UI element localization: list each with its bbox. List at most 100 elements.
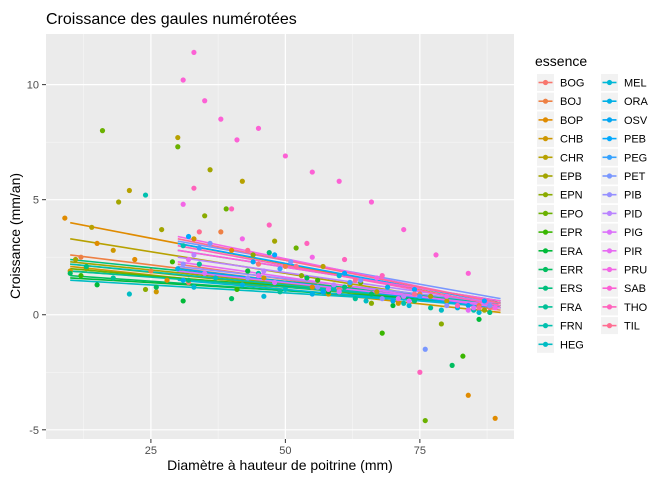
data-point-ers bbox=[266, 250, 272, 256]
data-point-til bbox=[196, 229, 202, 235]
data-point-epr bbox=[315, 277, 321, 283]
data-point-osv bbox=[320, 289, 326, 295]
data-point-til bbox=[352, 277, 358, 283]
data-point-tho bbox=[228, 206, 235, 212]
data-point-peb bbox=[272, 252, 278, 258]
legend-title: essence bbox=[535, 53, 587, 69]
data-point-epb bbox=[116, 199, 122, 205]
data-point-pru bbox=[444, 293, 450, 299]
data-point-chr bbox=[239, 178, 245, 184]
data-point-era bbox=[245, 268, 251, 274]
data-point-epo bbox=[175, 144, 181, 150]
legend-key-point bbox=[606, 79, 613, 86]
data-point-mel bbox=[476, 309, 482, 316]
data-point-bop bbox=[94, 240, 100, 247]
data-point-sab bbox=[368, 199, 375, 205]
data-point-pru bbox=[239, 236, 245, 242]
legend-key-point bbox=[606, 285, 613, 291]
data-point-epo bbox=[223, 206, 229, 212]
data-point-chb bbox=[110, 247, 116, 253]
data-point-chr bbox=[320, 263, 326, 270]
data-point-ers bbox=[487, 309, 493, 316]
data-point-pib bbox=[245, 275, 251, 281]
data-point-sab bbox=[336, 178, 342, 184]
data-point-era bbox=[94, 282, 100, 288]
data-point-pir bbox=[395, 296, 401, 302]
y-axis-label: Croissance (mm/an) bbox=[7, 173, 23, 299]
legend-key-point bbox=[542, 229, 549, 235]
data-point-peg bbox=[277, 266, 283, 272]
data-point-epr bbox=[234, 286, 240, 293]
data-point-chr bbox=[89, 224, 95, 230]
data-point-osv bbox=[465, 302, 471, 309]
legend-label-peb: PEB bbox=[624, 134, 646, 146]
data-point-epb bbox=[207, 167, 213, 173]
data-point-pib bbox=[444, 302, 450, 309]
data-point-err bbox=[153, 284, 159, 290]
y-tick-label: -5 bbox=[29, 425, 39, 437]
data-point-sab bbox=[234, 137, 240, 143]
data-point-tho bbox=[304, 240, 310, 247]
legend-key-point bbox=[542, 323, 549, 329]
data-point-chb bbox=[395, 300, 401, 306]
legend-key-point bbox=[606, 210, 613, 216]
data-point-til bbox=[245, 247, 251, 253]
legend-label-err: ERR bbox=[560, 265, 583, 277]
data-point-bop bbox=[228, 247, 235, 253]
data-point-peb bbox=[411, 286, 418, 293]
data-point-ers bbox=[411, 298, 418, 304]
legend-label-sab: SAB bbox=[624, 283, 646, 295]
legend-key-point bbox=[606, 323, 613, 329]
axis-layer: 25 50 75 -5 0 5 10 bbox=[27, 80, 426, 457]
x-axis-label: Diamètre à hauteur de poitrine (mm) bbox=[167, 457, 393, 473]
data-point-sab bbox=[282, 153, 288, 159]
legend-key-point bbox=[606, 173, 613, 179]
legend-label-epr: EPR bbox=[560, 227, 583, 239]
data-point-fra bbox=[277, 289, 283, 295]
data-point-epb bbox=[272, 238, 278, 244]
data-point-sab bbox=[433, 252, 439, 258]
data-point-bop bbox=[465, 392, 471, 398]
data-point-pig bbox=[471, 305, 477, 311]
legend-key-point bbox=[542, 341, 549, 347]
data-point-epn bbox=[438, 321, 444, 327]
legend-label-bop: BOP bbox=[560, 115, 583, 127]
data-point-fra bbox=[428, 305, 434, 311]
data-point-era bbox=[390, 302, 396, 309]
legend-label-era: ERA bbox=[560, 246, 583, 258]
y-tick-label: 10 bbox=[27, 80, 39, 92]
data-point-bop bbox=[62, 215, 68, 221]
data-point-ers bbox=[185, 277, 192, 283]
data-point-ers bbox=[83, 263, 89, 270]
data-point-chb bbox=[261, 275, 267, 281]
legend-key-point bbox=[542, 117, 549, 123]
data-point-epn bbox=[202, 213, 208, 219]
data-point-era bbox=[180, 298, 186, 304]
data-point-bop bbox=[164, 277, 170, 283]
data-point-pru bbox=[309, 254, 315, 260]
data-point-epo bbox=[99, 128, 106, 134]
data-point-epr bbox=[460, 353, 466, 359]
legend-key-point bbox=[542, 210, 549, 216]
legend-key-point bbox=[606, 248, 613, 254]
data-point-pib bbox=[180, 261, 186, 267]
data-point-pib bbox=[379, 296, 385, 302]
chart-title: Croissance des gaules numérotées bbox=[46, 11, 297, 28]
data-point-pig bbox=[336, 289, 342, 295]
data-point-til bbox=[476, 305, 482, 311]
legend-label-bog: BOG bbox=[560, 78, 584, 90]
data-point-sab bbox=[191, 49, 197, 56]
legend-label-tho: THO bbox=[624, 302, 648, 314]
data-point-pet bbox=[207, 240, 213, 247]
legend-key-point bbox=[542, 98, 549, 104]
legend-label-osv: OSV bbox=[624, 115, 648, 127]
point-layer bbox=[62, 49, 498, 424]
legend-label-pid: PID bbox=[624, 208, 642, 220]
plot-panel bbox=[46, 34, 514, 439]
data-point-err bbox=[368, 291, 375, 297]
data-point-osv bbox=[180, 277, 186, 283]
data-point-sab bbox=[309, 169, 315, 175]
data-point-epn bbox=[368, 300, 375, 306]
data-point-pir bbox=[185, 256, 192, 263]
